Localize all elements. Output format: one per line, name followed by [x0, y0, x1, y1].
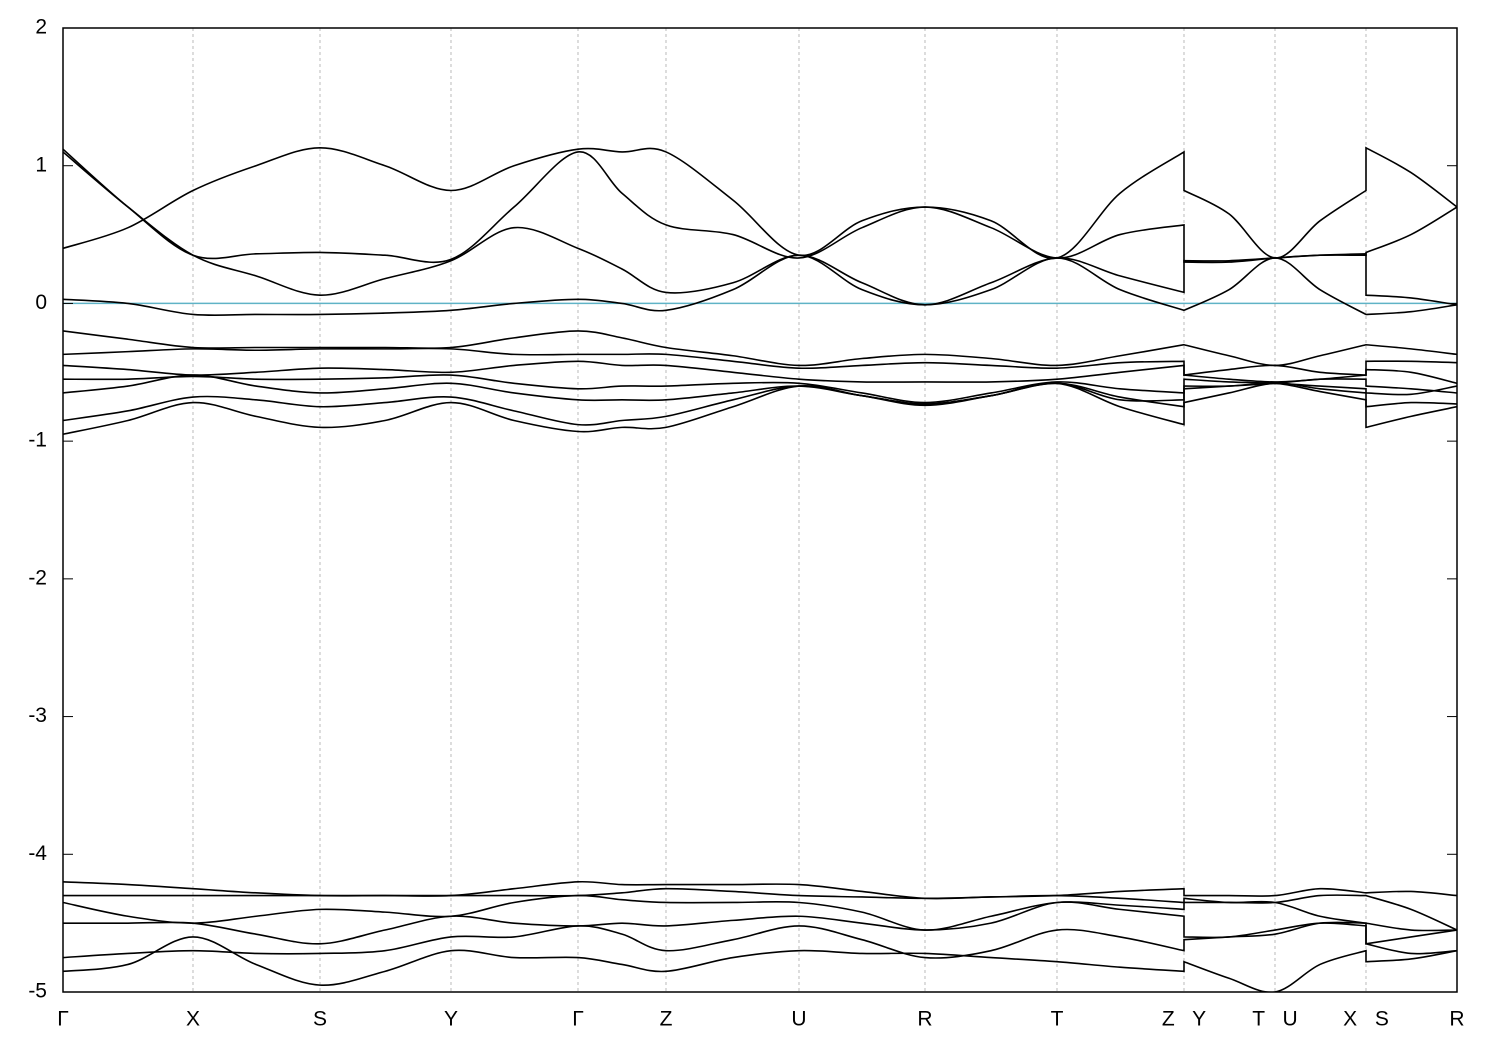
x-tick-label: R	[917, 1008, 932, 1031]
axes: -5 -4 -3 -2 -1 0 1 2 Γ X S Y Γ Z U R T Z Y T U X S R	[28, 16, 1464, 1031]
x-tick-label: X	[186, 1008, 200, 1031]
x-tick-label: S	[313, 1008, 327, 1031]
y-tick-label: -1	[28, 429, 47, 452]
x-tick-label: X S	[1343, 1008, 1389, 1031]
grid	[192, 28, 1367, 992]
band-line	[63, 151, 1457, 306]
x-tick-label: U	[791, 1008, 806, 1031]
y-tick-label: 1	[35, 153, 47, 176]
x-tick-label: R	[1449, 1008, 1464, 1031]
band-line	[63, 148, 1457, 264]
band-line	[63, 146, 1457, 260]
x-tick-label: T	[1051, 1008, 1064, 1031]
y-tick-label: -2	[28, 566, 47, 589]
bands	[63, 146, 1457, 992]
band-line	[63, 887, 1457, 931]
x-tick-label: T U	[1252, 1008, 1297, 1031]
y-tick-label: -3	[28, 704, 47, 727]
y-tick-label: -5	[28, 980, 47, 1003]
y-tick-label: 0	[35, 291, 47, 314]
band-line	[63, 901, 1457, 945]
y-tick-label: 2	[35, 16, 47, 39]
y-tick-label: -4	[28, 842, 47, 865]
x-tick-label: Γ	[57, 1008, 69, 1031]
band-line	[63, 254, 1457, 317]
band-line	[63, 347, 1457, 376]
x-tick-label: Y	[444, 1008, 458, 1031]
band-line	[63, 936, 1457, 992]
x-tick-label: Z	[660, 1008, 673, 1031]
band-line	[63, 330, 1457, 367]
band-line	[63, 378, 1457, 436]
band-line	[63, 360, 1457, 385]
x-tick-label: Γ	[572, 1008, 584, 1031]
band-line	[63, 894, 1457, 932]
plot-frame	[62, 27, 1458, 993]
band-line	[63, 921, 1457, 959]
x-tick-label: Z Y	[1162, 1008, 1206, 1031]
